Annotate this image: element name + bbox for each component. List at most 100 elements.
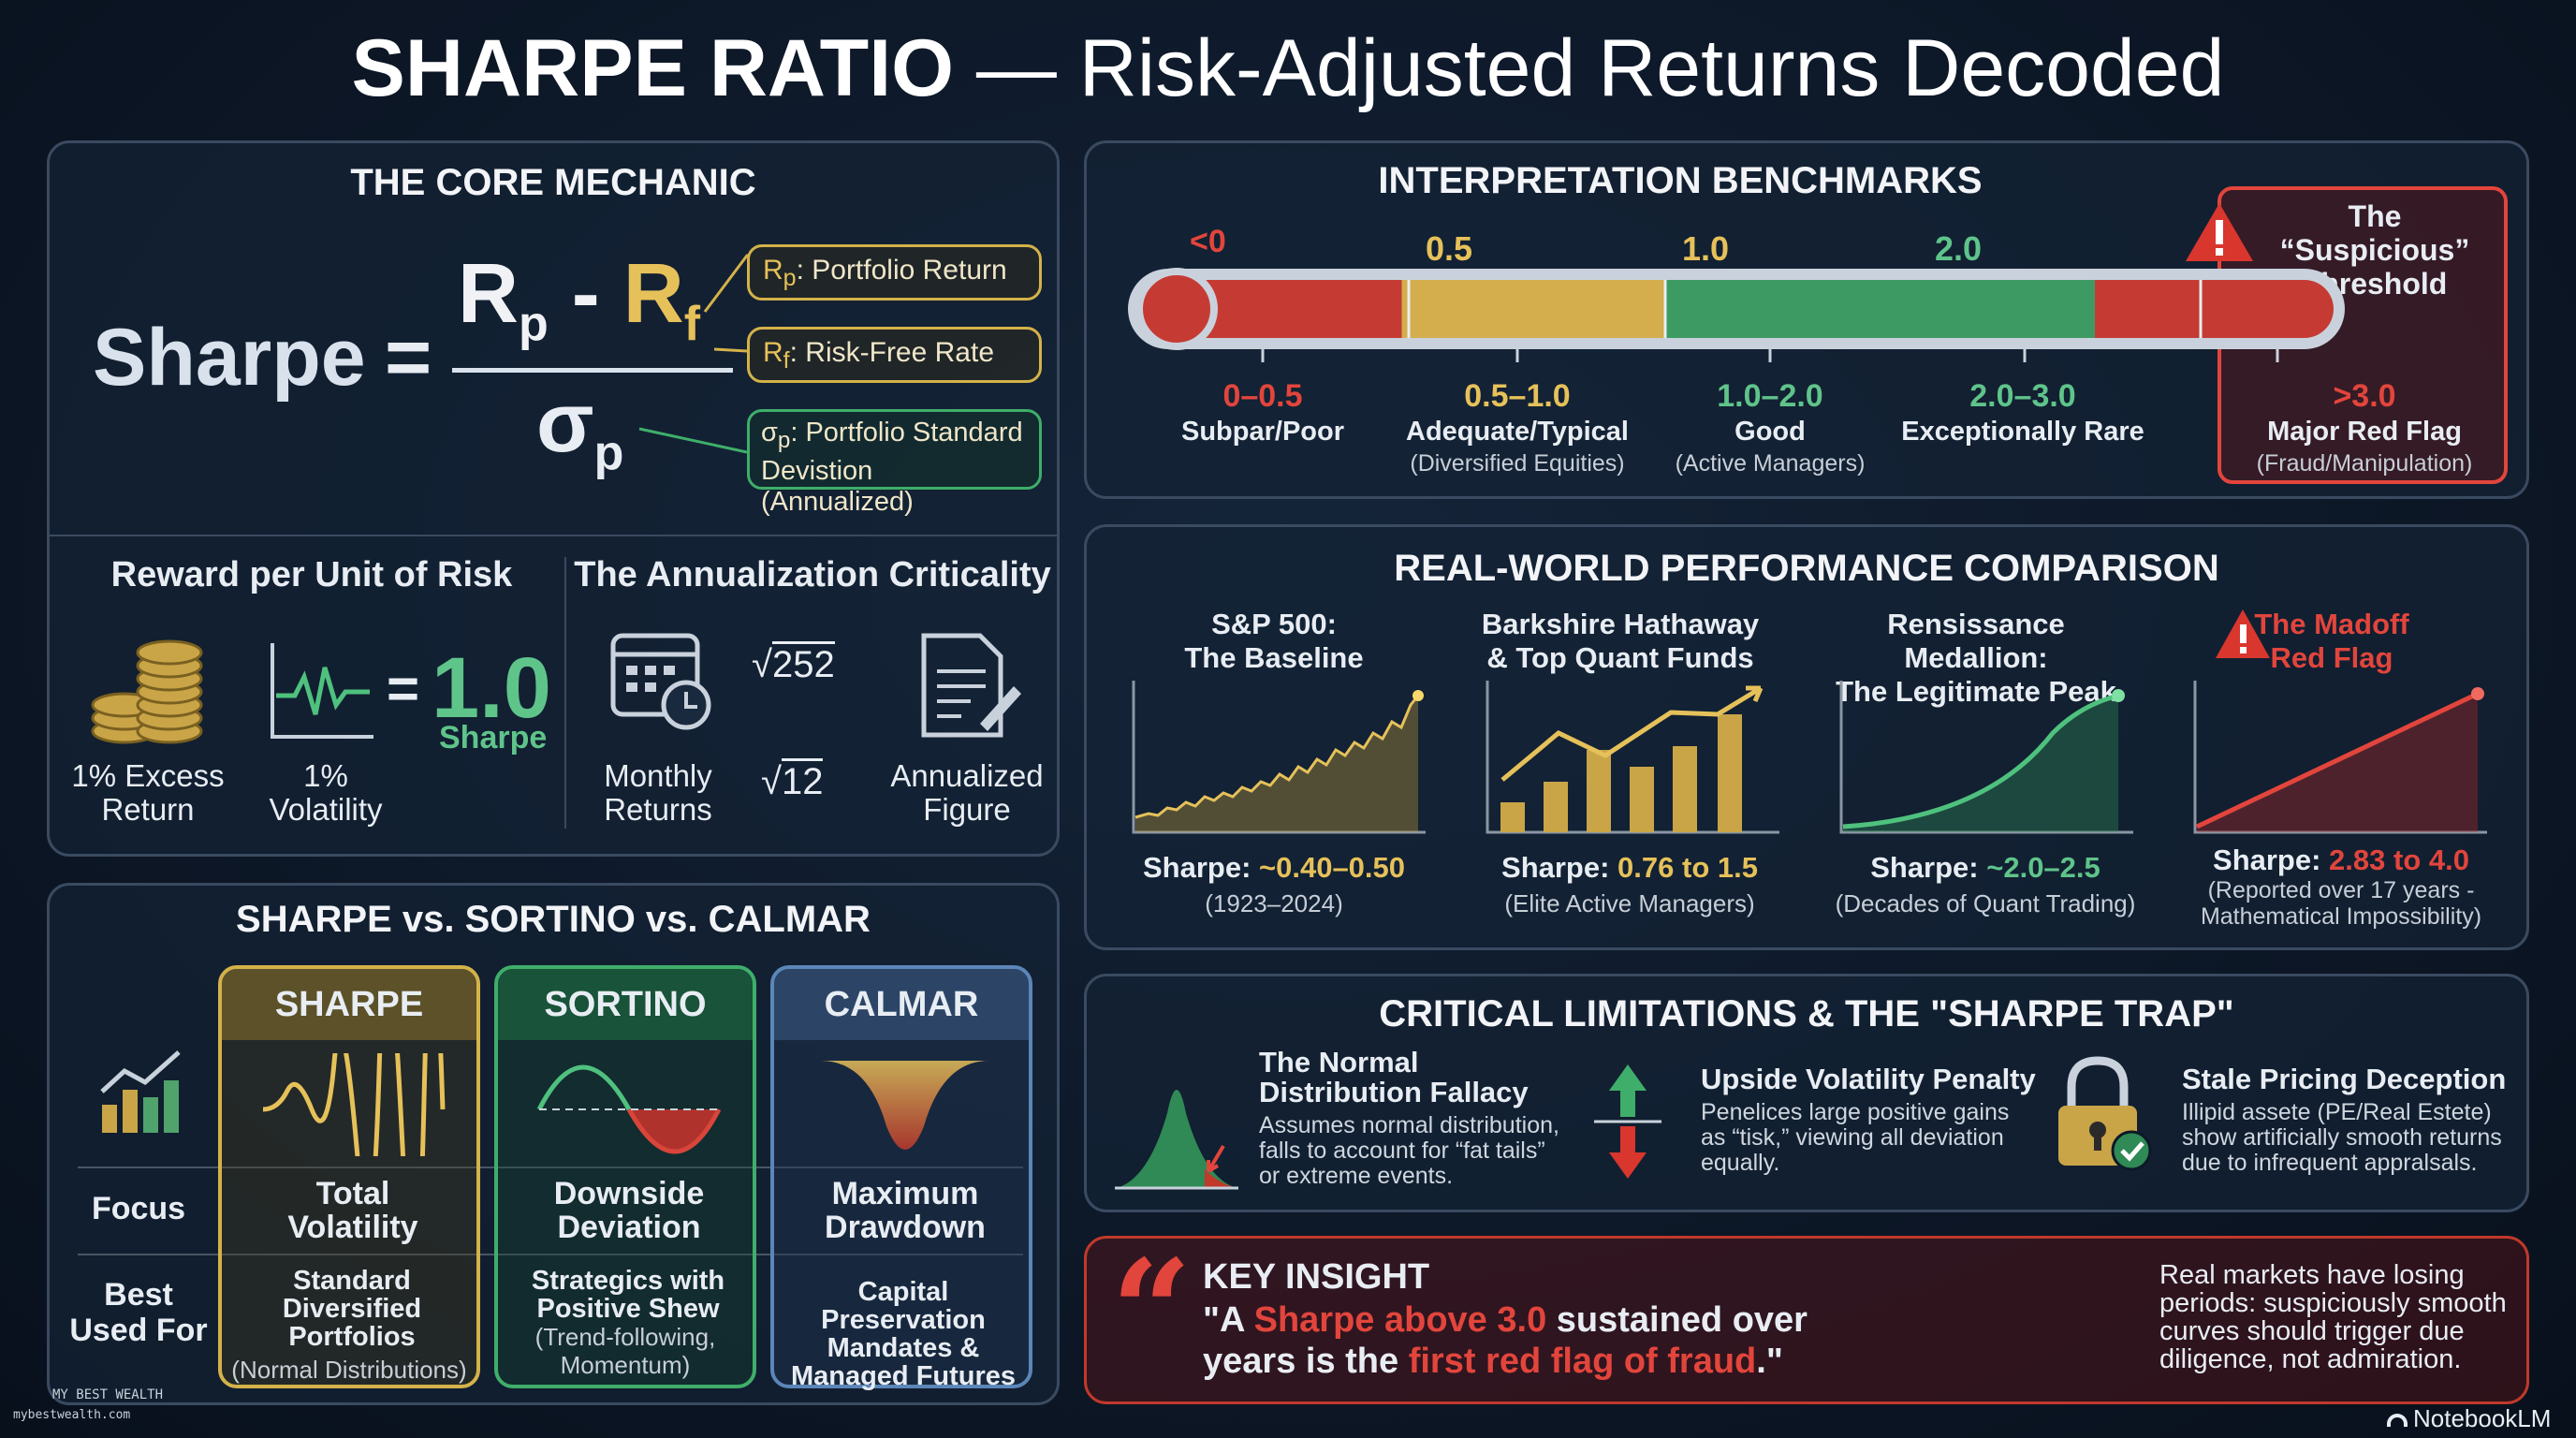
annualized-figure-label: Annualized Figure [890,758,1044,827]
title-rest: — Risk-Adjusted Returns Decoded [953,23,2225,113]
title-bold: SHARPE RATIO [351,23,954,113]
core-vdivider [564,557,566,829]
range-1-sub: (Diversified Equities) [1410,450,1625,477]
denominator: σp [536,376,624,480]
performance-title: REAL-WORLD PERFORMANCE COMPARISON [1394,548,2219,589]
key-insight-panel: “ KEY INSIGHT "A Sharpe above 3.0 sustai… [1084,1229,2529,1404]
volatility-label: 1% Volatility [269,758,383,827]
perf-2-title: Rensissance Medallion: The Legitimate Pea… [1836,608,2116,708]
one-sharpe-value: 1.0 [432,640,551,736]
bell-curve-icon [1115,1090,1238,1190]
annualization-title: The Annualization Criticality [574,555,1051,594]
sharpe-best: Standard Diversified Portfolios [282,1266,422,1352]
quote-icon: “ [1111,1229,1193,1394]
perf-0-sharpe: Sharpe: ~0.40–0.50 [1142,851,1406,884]
downside-deviation-icon [536,1064,722,1154]
max-drawdown-icon [821,1061,989,1150]
perf-0-title: S&P 500: The Baseline [1184,608,1364,674]
sortino-col-header: SORTINO [498,969,753,1040]
range-4-label: Major Red Flag [2267,417,2462,447]
calmar-col-header: CALMAR [774,969,1029,1040]
limit-0-body: Assumes normal distribution, falls to acc… [1259,1112,1559,1189]
perf-2-sharpe: Sharpe: ~2.0–2.5 [1870,851,2100,884]
comparison-panel: SHARPE vs. SORTINO vs. CALMAR Focus Best… [47,883,1060,1405]
calendar-clock-icon [610,633,711,730]
perf-1-sharpe: Sharpe: 0.76 to 1.5 [1501,851,1758,884]
notebooklm-icon [2387,1414,2408,1427]
document-pen-icon [921,633,1021,738]
core-divider [50,535,1057,536]
calmar-best: Capital Preservation Mandates & Managed … [790,1277,1017,1391]
limit-2-body: Illipid assete (PE/Real Estete) show arti… [2182,1099,2502,1176]
perf-0-chart [1132,681,1426,834]
perf-3-sharpe: Sharpe: 2.83 to 4.0 [2213,844,2469,876]
sqrt-12: √12 [761,758,824,803]
sortino-focus: Downside Deviation [553,1176,705,1245]
perf-0-sub: (1923–2024) [1205,889,1343,917]
total-volatility-wave-icon [262,1053,446,1156]
range-3-val: 2.0–3.0 [1969,378,2076,414]
up-down-arrows-icon [1594,1064,1661,1179]
row-divider-1 [78,1167,1023,1168]
brand-logo-text: MY BEST WEALTH [52,1387,164,1402]
range-0-val: 0–0.5 [1222,378,1303,414]
tick-2-0: 2.0 [1935,229,1983,268]
numerator: Rp - Rf [458,247,701,351]
limit-1-body: Penelices large positive gains as “tisk,”… [1701,1099,2010,1176]
sharpe-focus: Total Volatility [287,1176,418,1245]
perf-1-chart [1486,681,1779,834]
range-3-label: Exceptionally Rare [1901,417,2144,447]
monthly-returns-label: Monthly Returns [604,758,712,827]
reward-equals: = [387,657,420,720]
range-1-label: Adequate/Typical [1406,417,1629,447]
perf-3-title: The Madoff Red Flag [2254,608,2409,674]
row-divider-2 [78,1254,1023,1255]
tick-less-zero: <0 [1190,224,1226,259]
benchmarks-title: INTERPRETATION BENCHMARKS [1378,160,1983,201]
madoff-warning-icon [2216,609,2270,658]
sortino-best: Strategics with Positive Shew [531,1266,725,1324]
calmar-focus: Maximum Drawdown [825,1176,986,1245]
calmar-column: CALMAR Maximum Drawdown Capital Preserva… [770,965,1032,1391]
warning-icon [2186,203,2253,261]
one-sharpe-label: Sharpe [439,720,548,756]
sharpe-column: SHARPE Total Volatility Standard Diversi… [218,965,480,1388]
benchmarks-panel: INTERPRETATION BENCHMARKS <0 0.5 1.0 2.0… [1084,140,2529,499]
fraction-line [452,368,733,373]
def-risk-free-rate: Rf: Risk-Free Rate [747,327,1042,383]
perf-2-sub: (Decades of Quant Trading) [1835,889,2136,917]
focus-row-label: Focus [91,1191,186,1226]
benchmark-thermometer [1128,268,2345,362]
range-4-sub: (Fraud/Manipulation) [2256,450,2473,477]
sortino-column: SORTINO Downside Deviation Strategics wi… [494,965,756,1388]
range-1-val: 0.5–1.0 [1464,378,1571,414]
performance-panel: REAL-WORLD PERFORMANCE COMPARISON S&P 50… [1084,524,2529,950]
limit-0-heading: The Normal Distribution Fallacy [1259,1046,1529,1108]
tick-0-5: 0.5 [1426,229,1473,268]
reward-title: Reward per Unit of Risk [110,555,513,594]
limit-1-heading: Upside Volatility Penalty [1701,1063,2036,1095]
core-title: THE CORE MECHANIC [350,162,756,203]
range-2-label: Good [1734,417,1806,447]
sharpe-word: Sharpe [93,313,366,403]
limit-2-heading: Stale Pricing Deception [2182,1063,2507,1095]
comparison-title: SHARPE vs. SORTINO vs. CALMAR [236,899,871,940]
perf-2-chart [1839,681,2133,834]
range-0-label: Subpar/Poor [1180,417,1344,447]
notebooklm-badge: NotebookLM [2387,1404,2551,1433]
best-row-label: Best Used For [69,1277,208,1348]
perf-1-sub: (Elite Active Managers) [1504,889,1755,917]
insight-title: KEY INSIGHT [1203,1257,1430,1297]
insight-side-text: Real markets have losing periods: suspici… [2159,1260,2507,1374]
range-2-sub: (Active Managers) [1675,450,1866,477]
sharpe-col-header: SHARPE [222,969,476,1040]
equals-sign: = [385,313,432,403]
perf-3-sub: (Reported over 17 years - Mathematical Im… [2200,877,2482,930]
core-mechanic-panel: THE CORE MECHANIC Sharpe = Rp - Rf σp Rp… [47,140,1060,857]
brand-url: mybestwealth.com [13,1408,131,1422]
lock-check-icon [2058,1056,2152,1171]
def-std-dev: σp: Portfolio Standard Devistion (Annuali… [747,409,1042,517]
insight-quote-line1: "A Sharpe above 3.0 sustained over [1203,1300,1808,1340]
perf-1-title: Barkshire Hathaway & Top Quant Funds [1481,608,1760,674]
perf-3-chart [2193,681,2487,834]
